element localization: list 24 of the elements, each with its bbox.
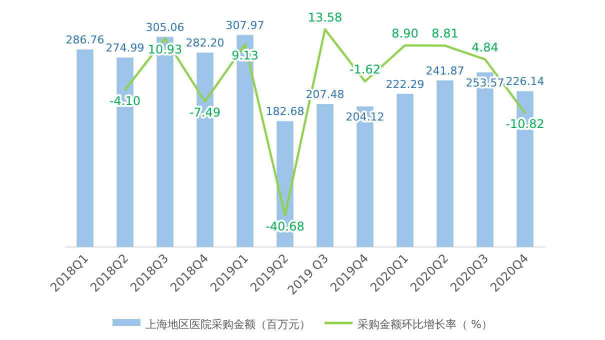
data-label: 226.14 — [506, 75, 544, 88]
data-label: 182.68 — [266, 105, 304, 118]
data-label: -40.68 — [266, 219, 304, 234]
bar — [436, 80, 454, 247]
bar — [76, 49, 94, 247]
data-label: 8.90 — [392, 26, 418, 40]
data-label: 282.20 — [186, 36, 224, 50]
data-label: 307.97 — [226, 18, 264, 32]
data-label: 222.29 — [386, 78, 424, 91]
data-label: 305.06 — [146, 20, 184, 34]
data-label: 8.81 — [432, 26, 458, 41]
data-label: 10.93 — [148, 42, 182, 56]
bar — [396, 94, 414, 247]
data-label: 274.99 — [106, 42, 144, 55]
data-label: 241.87 — [426, 64, 464, 78]
data-label: -10.82 — [506, 116, 544, 131]
bar — [316, 104, 334, 247]
data-label: 286.76 — [66, 33, 104, 46]
data-label: 4.84 — [472, 40, 498, 54]
legend-label: 上海地区医院采购金额（百万元） — [146, 318, 311, 331]
legend-label: 采购金额环比增长率（ %） — [358, 318, 492, 331]
data-label: 13.58 — [308, 10, 342, 24]
data-label: 204.12 — [346, 110, 384, 124]
data-label: 253.57 — [466, 76, 504, 90]
